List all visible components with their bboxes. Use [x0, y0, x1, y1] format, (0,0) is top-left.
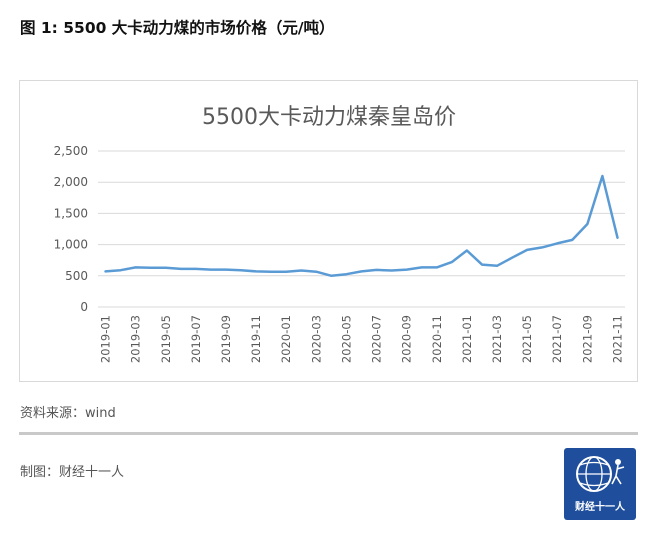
x-tick-label: 2019-01 [99, 315, 113, 363]
source-note: 资料来源：wind [20, 406, 116, 421]
figure-title: 图 1: 5500 大卡动力煤的市场价格（元/吨） [20, 19, 335, 37]
y-tick-label: 500 [65, 269, 88, 283]
y-tick-label: 0 [80, 300, 88, 314]
divider [19, 432, 638, 435]
series-line [104, 174, 619, 278]
x-tick-label: 2021-07 [550, 315, 564, 363]
x-tick-label: 2020-03 [309, 315, 323, 363]
x-tick-label: 2019-03 [129, 315, 143, 363]
logo-text: 财经十一人 [575, 502, 625, 513]
x-tick-label: 2021-09 [580, 315, 594, 363]
chart-title: 5500大卡动力煤秦皇岛价 [202, 105, 456, 130]
x-tick-label: 2019-07 [189, 315, 203, 363]
x-tick-label: 2020-07 [370, 315, 384, 363]
publisher-logo: 财经十一人 [564, 448, 636, 520]
y-tick-label: 1,000 [54, 238, 88, 252]
line-chart: 5500大卡动力煤秦皇岛价 0 500 1,000 1,500 2,000 2,500 20… [54, 105, 625, 363]
x-tick-label: 2020-09 [400, 315, 414, 363]
x-tick-label: 2021-11 [610, 315, 624, 363]
y-tick-label: 2,000 [54, 175, 88, 189]
chart-frame: 5500大卡动力煤秦皇岛价 0 500 1,000 1,500 2,000 2,500 20… [19, 80, 638, 382]
x-tick-label: 2019-11 [249, 315, 263, 363]
x-tick-label: 2020-05 [339, 315, 353, 363]
x-tick-label: 2021-03 [490, 315, 504, 363]
y-tick-label: 1,500 [54, 206, 88, 220]
x-tick-label: 2020-11 [430, 315, 444, 363]
x-tick-label: 2019-09 [219, 315, 233, 363]
x-tick-label: 2019-05 [159, 315, 173, 363]
x-tick-label: 2021-05 [520, 315, 534, 363]
y-tick-label: 2,500 [54, 144, 88, 158]
x-tick-label: 2021-01 [460, 315, 474, 363]
x-tick-label: 2020-01 [279, 315, 293, 363]
globe-icon [576, 456, 625, 492]
author-note: 制图：财经十一人 [20, 465, 125, 480]
